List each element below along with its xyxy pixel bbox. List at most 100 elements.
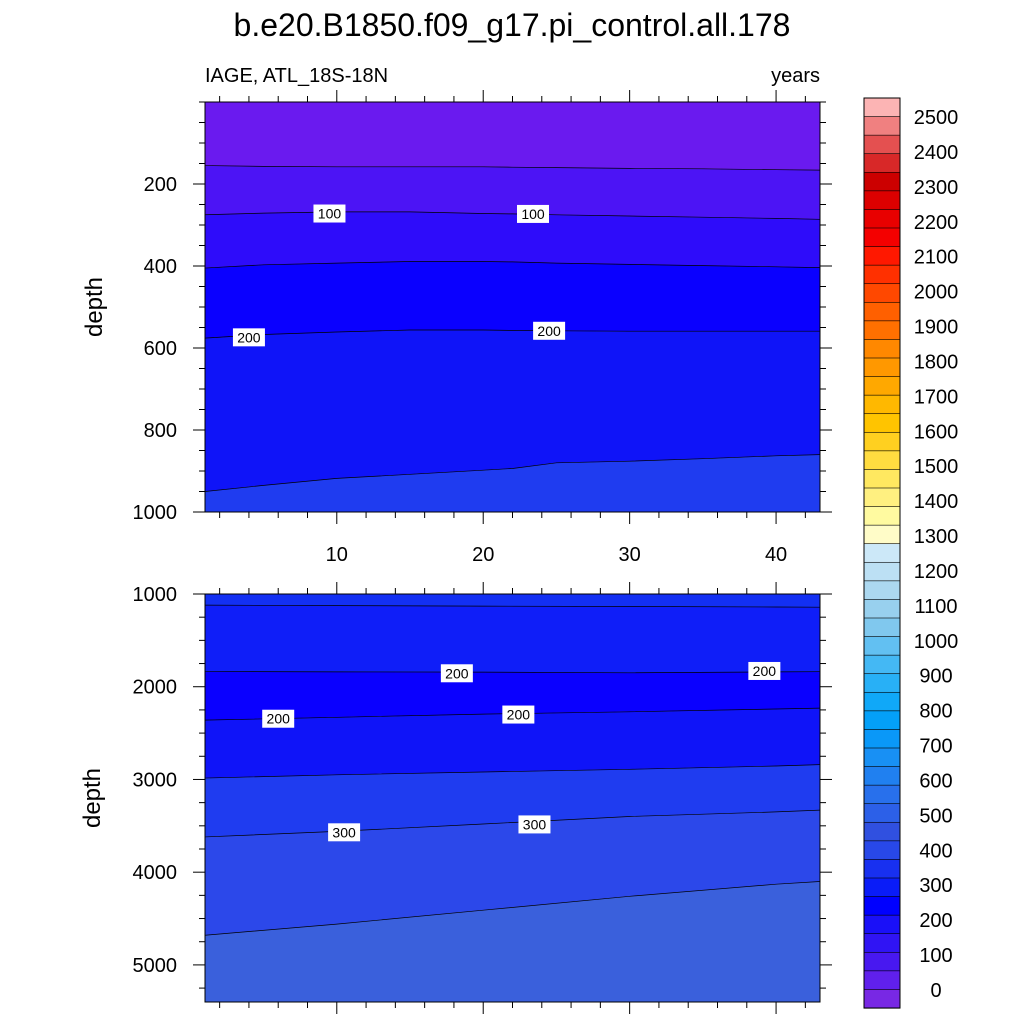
colorbar-label: 200	[919, 910, 952, 932]
colorbar-swatch	[863, 970, 901, 991]
colorbar-label: 400	[919, 840, 952, 862]
contour-fill-band	[205, 102, 820, 171]
upper-y-axis-label: depth	[81, 277, 108, 337]
colorbar-label: 1700	[914, 386, 959, 408]
colorbar-swatch	[863, 209, 901, 229]
colorbar-swatch	[863, 264, 901, 285]
contour-label: 100	[318, 206, 342, 222]
contour-line	[204, 881, 821, 936]
colorbar-swatch	[863, 450, 901, 471]
colorbar-swatch	[863, 283, 901, 303]
colorbar-label: 1400	[914, 491, 959, 513]
colorbar-swatch	[863, 190, 901, 211]
contour-label-box	[262, 709, 295, 728]
colorbar-swatch	[863, 543, 901, 563]
colorbar-swatch	[863, 617, 901, 638]
contour-fill-band	[205, 671, 820, 721]
colorbar-label: 2100	[914, 247, 959, 269]
colorbar-label: 1800	[914, 351, 959, 373]
contour-label: 100	[521, 206, 545, 222]
contour-label-box	[440, 664, 473, 683]
y-tick-label: 5000	[133, 955, 178, 977]
chart-title: b.e20.B1850.f09_g17.pi_control.all.178	[234, 7, 791, 43]
colorbar-label: 1900	[914, 317, 959, 339]
contour-label-box	[313, 204, 346, 223]
colorbar-swatch	[863, 691, 901, 712]
contour-label: 200	[237, 329, 261, 345]
colorbar-label: 0	[930, 980, 941, 1002]
colorbar-label: 1000	[914, 631, 959, 653]
colorbar-label: 2200	[914, 212, 959, 234]
colorbar-swatch	[863, 896, 901, 916]
colorbar-swatch	[863, 636, 901, 656]
colorbar-swatch	[863, 989, 901, 1009]
contour-label-box	[533, 321, 566, 340]
contour-fill-band	[205, 165, 820, 220]
colorbar-swatch	[863, 413, 901, 433]
contour-label-box	[232, 328, 265, 347]
contour-line	[204, 454, 821, 492]
colorbar-swatch	[863, 171, 901, 192]
x-tick-label: 10	[326, 544, 348, 566]
contour-label-box	[328, 823, 361, 842]
contour-line	[204, 165, 821, 171]
colorbar-label: 1600	[914, 421, 959, 443]
colorbar-swatch	[863, 580, 901, 601]
colorbar-swatch	[863, 116, 901, 136]
colorbar-swatch	[863, 673, 901, 693]
colorbar-swatch	[863, 933, 901, 953]
colorbar-label: 700	[919, 736, 952, 758]
lower-y-axis-label: depth	[79, 768, 106, 828]
colorbar-label: 300	[919, 875, 952, 897]
y-tick-label: 400	[144, 256, 177, 278]
contour-label: 200	[753, 663, 777, 679]
y-tick-label: 3000	[133, 769, 178, 791]
contour-line	[204, 604, 821, 608]
contour-label: 300	[523, 816, 547, 832]
colorbar-swatch	[863, 506, 901, 526]
colorbar-swatch	[863, 524, 901, 545]
colorbar-swatch	[863, 153, 901, 173]
colorbar-swatch	[863, 301, 901, 322]
colorbar-frame	[863, 97, 901, 1009]
y-tick-label: 800	[144, 420, 177, 442]
colorbar-label: 2500	[914, 107, 959, 129]
contour-fill-band	[205, 454, 820, 512]
colorbar-label: 2400	[914, 142, 959, 164]
contour-label-box	[518, 815, 551, 834]
colorbar-swatch	[863, 784, 901, 805]
contour-line	[204, 671, 821, 674]
colorbar-swatch	[863, 803, 901, 823]
upper-panel: 10 20 30 40 200 400 600 800 1000 100 100 200 200	[133, 90, 832, 566]
contour-fill-band	[205, 881, 820, 1002]
contour-fill-band	[205, 594, 820, 608]
colorbar-swatch	[863, 561, 901, 582]
contour-label: 200	[537, 323, 561, 339]
contour-label: 200	[267, 711, 291, 727]
colorbar-swatch	[863, 320, 901, 341]
colorbar-swatch	[863, 840, 901, 861]
contour-label-box	[502, 705, 535, 724]
contour-label-box	[748, 661, 781, 680]
y-tick-label: 1000	[133, 584, 178, 606]
colorbar-swatch	[863, 859, 901, 879]
colorbar-label: 600	[919, 771, 952, 793]
colorbar-label: 900	[919, 666, 952, 688]
contour-fill-band	[205, 330, 820, 492]
contour-line	[204, 261, 821, 269]
colorbar-label: 1300	[914, 526, 959, 548]
contour-label: 300	[332, 824, 356, 840]
contour-fill-band	[205, 261, 820, 339]
y-tick-label: 1000	[133, 502, 178, 524]
colorbar-swatch	[863, 710, 901, 731]
y-tick-label: 2000	[133, 677, 178, 699]
colorbar-swatch	[863, 431, 901, 452]
contour-label-box	[517, 204, 549, 223]
colorbar-swatch	[863, 951, 901, 972]
colorbar-label: 100	[919, 945, 952, 967]
colorbar-swatch	[863, 766, 901, 786]
contour-fill-band	[205, 810, 820, 936]
contour-fill-band	[205, 605, 820, 673]
colorbar-swatch	[863, 134, 901, 155]
contour-fill-band	[205, 211, 820, 269]
